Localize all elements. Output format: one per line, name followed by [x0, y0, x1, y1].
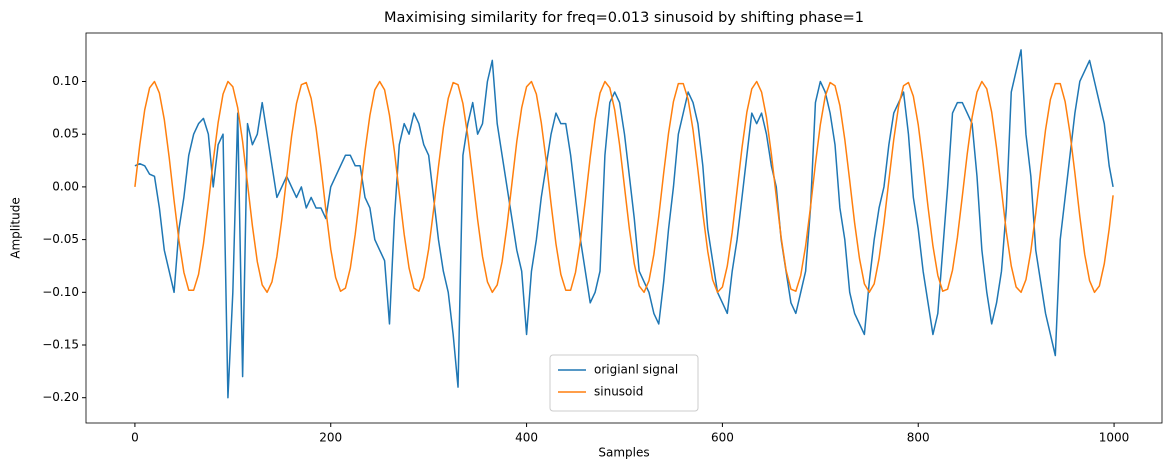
plot-frame — [85, 32, 1163, 424]
y-tick-label: −0.05 — [42, 232, 79, 246]
legend-label: sinusoid — [594, 385, 643, 399]
chart-title: Maximising similarity for freq=0.013 sin… — [384, 10, 864, 26]
data-line — [134, 80, 1114, 294]
x-tick-label: 200 — [319, 431, 342, 445]
legend-box — [549, 354, 699, 412]
x-tick-label: 1000 — [1099, 431, 1130, 445]
y-tick-label: −0.15 — [42, 338, 79, 352]
x-tick-label: 800 — [907, 431, 930, 445]
x-tick-label: 400 — [515, 431, 538, 445]
legend-label: origianl signal — [594, 363, 678, 377]
x-tick-label: 0 — [131, 431, 139, 445]
x-tick-label: 600 — [711, 431, 734, 445]
y-tick-label: −0.10 — [42, 285, 79, 299]
y-tick-label: −0.20 — [42, 390, 79, 404]
x-axis-label: Samples — [598, 446, 649, 460]
y-tick-label: 0.05 — [52, 127, 79, 141]
data-line — [134, 49, 1114, 399]
y-tick-label: 0.10 — [52, 74, 79, 88]
y-tick-label: 0.00 — [52, 179, 79, 193]
y-axis-label: Amplitude — [9, 197, 23, 259]
